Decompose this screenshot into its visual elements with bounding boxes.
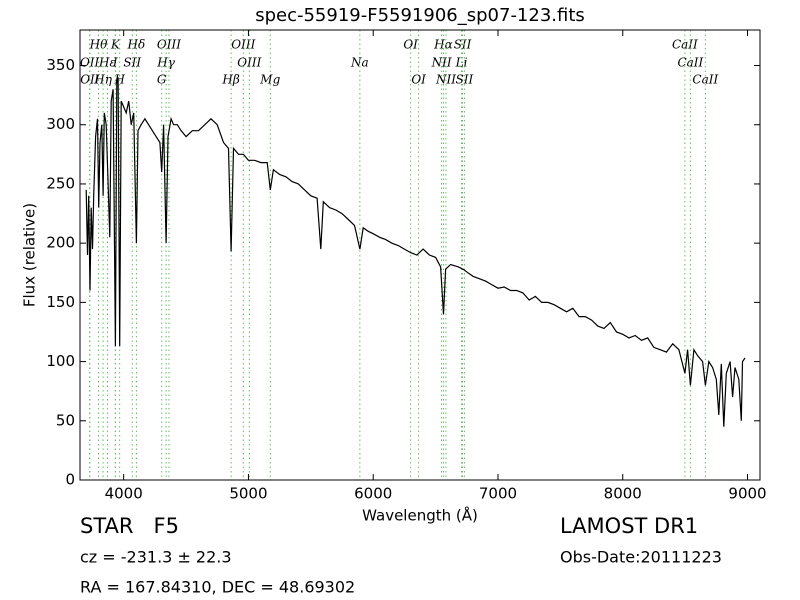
spectral-line-label: G [157, 73, 167, 87]
survey: LAMOST DR1 [560, 514, 698, 538]
spectral-line-label: NII [435, 73, 456, 87]
y-tick-label: 300 [46, 115, 75, 133]
spectral-line-label: Hγ [156, 56, 175, 70]
spectral-line-label: Hα [433, 38, 453, 52]
y-tick-label: 50 [56, 411, 75, 429]
spectral-line-label: Hη [93, 73, 112, 87]
spectral-line-label: OII [80, 73, 100, 87]
x-tick-label: 7000 [479, 485, 517, 503]
spectral-line-label: OI [403, 38, 418, 52]
spectral-line-label: Hβ [221, 73, 239, 87]
x-tick-label: 9000 [728, 485, 766, 503]
spectral-line-label: H [113, 73, 125, 87]
y-tick-label: 150 [46, 293, 75, 311]
coordinates: RA = 167.84310, DEC = 48.69302 [80, 578, 355, 597]
plot-frame [79, 29, 761, 481]
spectrum [85, 77, 746, 427]
spectral-line-label: SII [123, 56, 141, 70]
spectral-line-label: SII [456, 73, 474, 87]
spectral-line-label: NII [431, 56, 452, 70]
spectral-line-label: Hθ [89, 38, 108, 52]
spectral-line-label: CaII [677, 56, 703, 70]
spectral-line-label: Mg [259, 73, 280, 87]
x-tick-label: 4000 [105, 485, 143, 503]
x-axis-label: Wavelength (Å) [362, 506, 478, 525]
x-tick-label: 6000 [354, 485, 392, 503]
x-tick-label: 5000 [229, 485, 267, 503]
x-tick-label: 8000 [604, 485, 642, 503]
redshift: cz = -231.3 ± 22.3 [80, 548, 232, 567]
spectral-line-label: OIII [237, 56, 261, 70]
spectral-line-label: SII [454, 38, 472, 52]
spectral-line-label: OI [411, 73, 426, 87]
spectral-line-label: CaII [692, 73, 718, 87]
spectral-line-label: OIII [231, 38, 255, 52]
y-tick-label: 100 [46, 352, 75, 370]
spectral-line-label: Hε [98, 56, 116, 70]
y-tick-label: 350 [46, 56, 75, 74]
spectral-line-label: I [112, 56, 118, 70]
y-tick-label: 0 [65, 471, 75, 489]
y-axis-label: Flux (relative) [21, 203, 39, 307]
y-tick-label: 200 [46, 234, 75, 252]
object-class: STAR F5 [80, 514, 179, 538]
spectral-line-label: Li [455, 56, 468, 70]
y-tick-label: 250 [46, 174, 75, 192]
spectral-line-label: Na [350, 56, 369, 70]
obs-date: Obs-Date:20111223 [560, 548, 722, 567]
chart-title: spec-55919-F5591906_sp07-123.fits [255, 5, 585, 26]
spectral-line-label: Hδ [127, 38, 146, 52]
spectral-line-label: CaII [672, 38, 698, 52]
spectral-line-label: OIII [157, 38, 181, 52]
